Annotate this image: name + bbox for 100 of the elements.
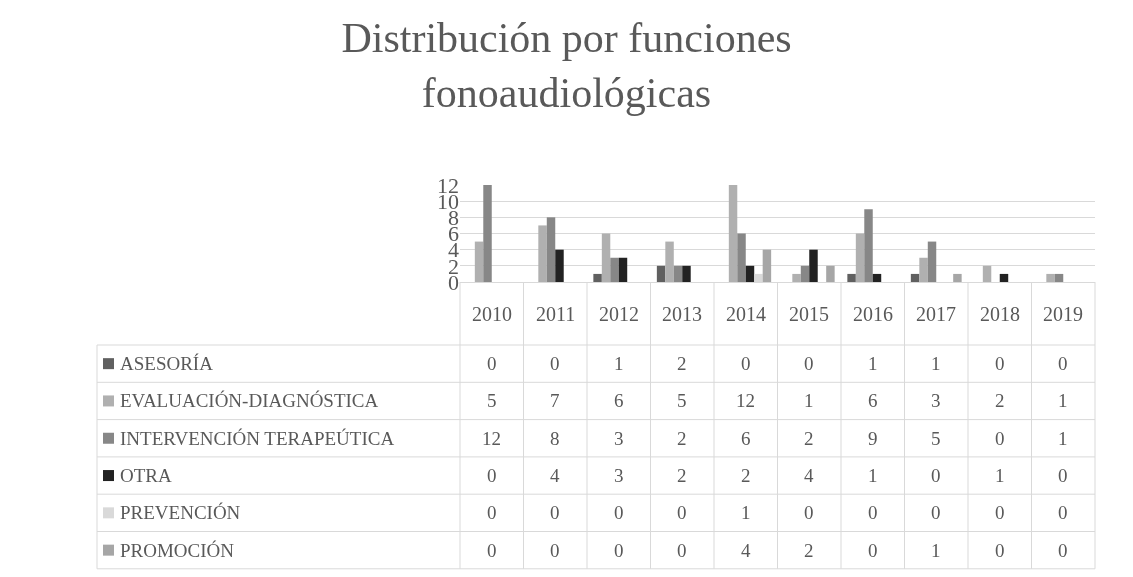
data-label: 0 — [804, 502, 814, 523]
data-label: 1 — [1058, 390, 1068, 411]
bar — [919, 257, 928, 282]
data-label: 1 — [804, 390, 814, 411]
data-label: 0 — [868, 502, 878, 523]
data-label: 0 — [677, 502, 687, 523]
bar — [682, 265, 691, 282]
data-label: 0 — [487, 465, 497, 486]
bar — [601, 233, 611, 282]
data-label: 1 — [1058, 428, 1068, 449]
data-label: 0 — [1058, 353, 1068, 374]
x-tick-label: 2017 — [916, 303, 956, 325]
bar — [1054, 273, 1064, 282]
data-label: 0 — [1058, 540, 1068, 561]
bar — [728, 185, 738, 282]
x-tick-label: 2010 — [472, 303, 512, 325]
bar — [538, 225, 547, 282]
data-label: 2 — [804, 540, 814, 561]
chart-title: Distribución por funciones fonoaudiológicas — [341, 14, 792, 116]
data-label: 3 — [931, 390, 941, 411]
legend-label: OTRA — [120, 465, 172, 486]
bar — [593, 273, 602, 282]
data-label: 5 — [677, 390, 687, 411]
data-label: 0 — [931, 502, 941, 523]
data-label: 3 — [614, 428, 624, 449]
bar — [665, 241, 674, 282]
bar — [927, 241, 937, 282]
data-label: 1 — [868, 353, 878, 374]
data-label: 0 — [550, 502, 560, 523]
legend-label: ASESORÍA — [120, 353, 214, 374]
data-label: 2 — [677, 428, 687, 449]
bar — [656, 265, 666, 282]
data-label: 2 — [995, 390, 1005, 411]
legend-label: INTERVENCIÓN TERAPEÚTICA — [120, 428, 395, 449]
data-label: 0 — [677, 540, 687, 561]
data-label: 0 — [1058, 502, 1068, 523]
bar — [809, 249, 818, 282]
data-label: 0 — [614, 540, 624, 561]
bar — [673, 265, 683, 282]
data-label: 1 — [614, 353, 624, 374]
data-label: 0 — [868, 540, 878, 561]
bar — [910, 273, 920, 282]
data-label: 4 — [741, 540, 751, 561]
data-label: 12 — [482, 428, 501, 449]
x-tick-label: 2018 — [980, 303, 1020, 325]
data-label: 8 — [550, 428, 560, 449]
bar — [737, 233, 746, 282]
data-label: 0 — [804, 353, 814, 374]
bar — [474, 241, 484, 282]
data-label: 12 — [736, 390, 755, 411]
x-tick-label: 2011 — [536, 303, 576, 325]
data-label: 0 — [995, 540, 1005, 561]
data-label: 6 — [614, 390, 624, 411]
bar — [826, 265, 835, 282]
legend-label: PROMOCIÓN — [120, 540, 235, 561]
data-label: 0 — [487, 353, 497, 374]
bar — [872, 273, 882, 282]
data-label: 1 — [995, 465, 1005, 486]
data-label: 2 — [677, 353, 687, 374]
data-label: 0 — [995, 353, 1005, 374]
bar — [792, 273, 801, 282]
data-label: 0 — [995, 502, 1005, 523]
bar — [762, 249, 772, 282]
data-label: 0 — [1058, 465, 1068, 486]
data-label: 2 — [804, 428, 814, 449]
data-label: 2 — [677, 465, 687, 486]
x-tick-label: 2019 — [1043, 303, 1083, 325]
data-label: 5 — [487, 390, 497, 411]
bar — [483, 185, 492, 282]
data-label: 6 — [741, 428, 751, 449]
bar — [555, 249, 564, 282]
bar — [999, 273, 1009, 282]
data-label: 0 — [487, 502, 497, 523]
data-label: 6 — [868, 390, 878, 411]
data-label: 7 — [550, 390, 560, 411]
data-label: 0 — [741, 353, 751, 374]
data-label: 1 — [868, 465, 878, 486]
x-tick-label: 2014 — [726, 303, 766, 325]
bar — [618, 257, 628, 282]
data-label: 0 — [995, 428, 1005, 449]
bar — [864, 209, 873, 282]
bar — [953, 273, 962, 282]
data-label: 2 — [741, 465, 751, 486]
x-tick-label: 2013 — [662, 303, 702, 325]
data-label: 4 — [804, 465, 814, 486]
data-label: 5 — [931, 428, 941, 449]
bar — [800, 265, 810, 282]
x-tick-label: 2012 — [599, 303, 639, 325]
data-label: 1 — [931, 540, 941, 561]
x-tick-label: 2016 — [853, 303, 893, 325]
data-label: 0 — [931, 465, 941, 486]
data-label: 0 — [550, 540, 560, 561]
data-label: 0 — [614, 502, 624, 523]
bar — [847, 273, 856, 282]
bar — [982, 265, 992, 282]
bar — [855, 233, 865, 282]
bar — [546, 217, 556, 282]
bar — [745, 265, 755, 282]
bar — [610, 257, 619, 282]
legend-label: EVALUACIÓN-DIAGNÓSTICA — [120, 390, 379, 411]
